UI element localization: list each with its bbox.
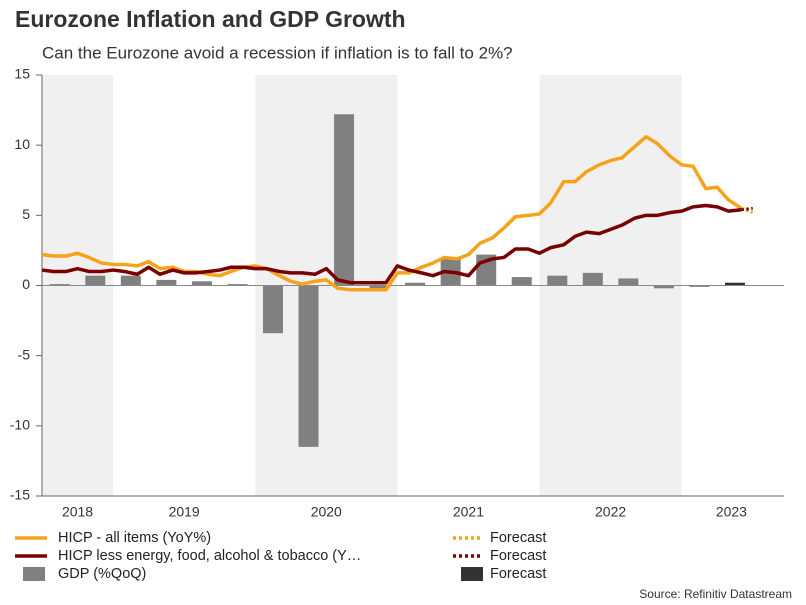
bar [191,281,212,286]
legend-label: Forecast [490,530,546,546]
chart-subtitle: Can the Eurozone avoid a recession if in… [42,43,513,62]
legend-swatch [461,567,483,581]
bar [405,282,426,286]
y-tick-label: 15 [14,66,30,82]
bar [262,285,283,334]
line-series [41,135,743,292]
bar [49,284,70,286]
x-tick-label: 2021 [453,504,484,520]
y-tick-label: 0 [22,276,30,292]
x-tick-label: 2022 [595,504,626,520]
x-tick-label: 2019 [169,504,200,520]
y-tick-label: -15 [10,487,30,503]
line-series [741,206,753,212]
source-note: Source: Refinitiv Datastream [639,587,792,601]
bar [227,284,248,286]
x-tick-label: 2018 [62,504,93,520]
line-series [41,203,742,285]
bar [369,285,390,289]
legend-label: HICP - all items (YoY%) [58,530,211,546]
bar [582,272,603,286]
bar [511,277,532,286]
bar [120,275,141,286]
legend-swatch [23,567,45,581]
legend-label: Forecast [490,548,546,564]
bar [156,279,177,286]
bar [298,285,319,447]
bar [653,285,674,289]
y-tick-label: -5 [18,346,31,362]
y-tick-label: 10 [14,136,30,152]
y-tick-label: -10 [10,417,30,433]
legend-label: GDP (%QoQ) [58,566,146,582]
legend-label: HICP less energy, food, alcohol & tobacc… [58,548,361,564]
bar [724,282,745,286]
x-tick-label: 2023 [716,504,747,520]
bar [547,275,568,286]
legend-label: Forecast [490,566,546,582]
chart-title: Eurozone Inflation and GDP Growth [15,6,406,32]
x-tick-label: 2020 [311,504,342,520]
bar [334,114,355,286]
bar [85,275,106,286]
bar [618,278,639,286]
bar [689,285,710,287]
y-tick-label: 5 [22,206,30,222]
